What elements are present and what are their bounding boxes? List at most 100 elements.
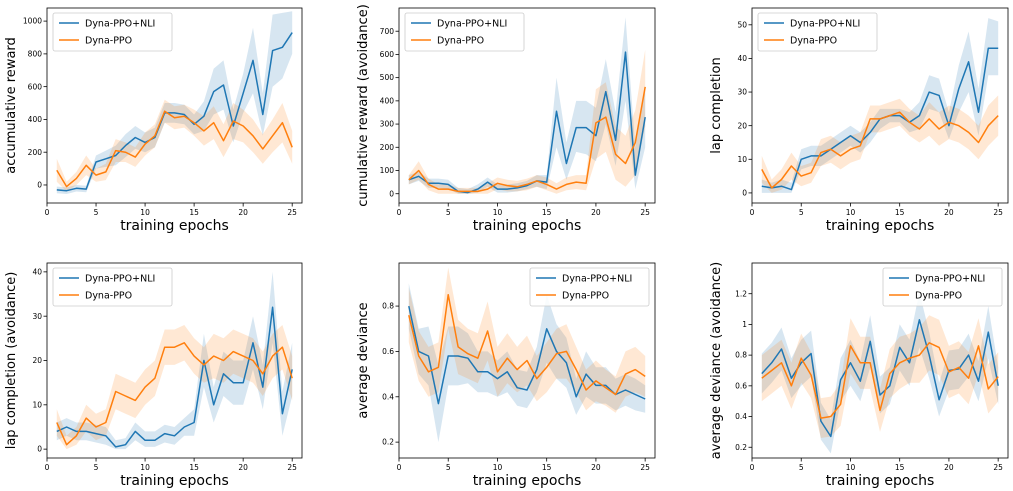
series-band-1	[56, 271, 293, 450]
y-tick-label: 0.4	[382, 392, 394, 401]
chart-panel-2: 0 5 10 15 20 25 0 100 200 300 400 500 600 700 training…	[356, 4, 656, 234]
y-tick-label: 10	[737, 155, 747, 164]
y-tick-label: 400	[28, 115, 43, 124]
legend-box	[529, 267, 650, 307]
series-line-2	[56, 110, 293, 188]
chart-panel-3: 0 5 10 15 20 25 0 10 20 30 40 50 training epochs lap …	[709, 7, 1009, 234]
y-tick-label: 500	[380, 73, 395, 82]
series-band-1	[761, 292, 999, 454]
x-tick-label: 25	[287, 208, 297, 217]
x-axis-label: training epochs	[120, 218, 229, 234]
chart-panel-6: 0 5 10 15 20 25 0.2 0.4 0.6 0.8 1 1.2 training epoch…	[709, 262, 1009, 489]
x-tick-label: 10	[140, 208, 150, 217]
y-tick-label: 600	[380, 50, 395, 59]
legend-label-1: Dyna-PPO+NLI	[85, 274, 155, 285]
x-tick-label: 20	[591, 208, 601, 217]
series-band-1	[408, 17, 646, 194]
chart-panel-4: 0 5 10 15 20 25 0 10 20 30 40 training epochs lap co…	[4, 262, 303, 489]
axes-frame	[751, 7, 1009, 204]
legend-label-2: Dyna-PPO	[562, 291, 609, 302]
y-tick-label: 0	[742, 189, 747, 198]
axes-frame	[398, 7, 656, 204]
legend-label-2: Dyna-PPO	[915, 291, 962, 302]
y-tick-label: 0.8	[735, 351, 747, 360]
x-tick-label: 10	[846, 463, 856, 472]
legend-box	[404, 12, 525, 52]
legend-label-2: Dyna-PPO	[437, 36, 484, 47]
legend-box	[52, 267, 173, 307]
x-axis-label: training epochs	[120, 473, 229, 489]
y-tick-label: 0.2	[382, 438, 394, 447]
x-tick-label: 20	[944, 463, 954, 472]
series-line-2	[56, 342, 293, 446]
y-axis-label: cumulative reward (avoidance)	[356, 4, 371, 207]
x-tick-label: 0	[397, 208, 402, 217]
x-tick-label: 20	[238, 208, 248, 217]
series-line-1	[408, 305, 646, 405]
y-axis-label: lap completion	[709, 57, 724, 154]
x-tick-label: 5	[799, 208, 804, 217]
x-tick-label: 0	[45, 463, 50, 472]
series-line-2	[761, 111, 999, 189]
x-axis-label: training epochs	[826, 218, 935, 234]
y-tick-label: 0.2	[735, 443, 747, 452]
series-band-2	[408, 267, 646, 413]
y-tick-label: 40	[32, 267, 42, 276]
legend: Dyna-PPO+NLI Dyna-PPO	[882, 267, 1003, 307]
series-band-1	[56, 11, 293, 194]
x-tick-label: 20	[944, 208, 954, 217]
y-tick-label: 1.2	[735, 289, 747, 298]
legend: Dyna-PPO+NLI Dyna-PPO	[757, 12, 878, 52]
y-tick-label: 20	[737, 121, 747, 130]
y-tick-label: 200	[28, 148, 43, 157]
legend-label-1: Dyna-PPO+NLI	[437, 19, 507, 30]
x-axis-label: training epochs	[473, 473, 582, 489]
y-axis-label: accumulative reward	[4, 37, 19, 174]
legend-label-1: Dyna-PPO+NLI	[562, 274, 632, 285]
series-line-2	[761, 342, 999, 419]
y-tick-label: 400	[380, 96, 395, 105]
y-tick-label: 40	[737, 54, 747, 63]
y-tick-label: 0	[389, 189, 394, 198]
x-tick-label: 5	[94, 208, 99, 217]
y-tick-label: 0	[37, 181, 42, 190]
series-band-2	[761, 95, 999, 193]
chart-panel-5: 0 5 10 15 20 25 0.2 0.4 0.6 0.8 training epochs ave…	[356, 262, 656, 489]
legend-label-1: Dyna-PPO+NLI	[85, 19, 155, 30]
x-tick-label: 15	[542, 208, 552, 217]
y-axis-label: average deviance	[356, 302, 371, 418]
x-tick-label: 15	[189, 208, 199, 217]
x-tick-label: 5	[94, 463, 99, 472]
y-tick-label: 0.6	[382, 347, 394, 356]
x-tick-label: 25	[640, 463, 650, 472]
x-tick-label: 0	[750, 208, 755, 217]
x-axis-label: training epochs	[473, 218, 582, 234]
x-tick-label: 25	[287, 463, 297, 472]
axes-frame	[398, 262, 656, 459]
x-tick-label: 15	[542, 463, 552, 472]
legend: Dyna-PPO+NLI Dyna-PPO	[529, 267, 650, 307]
axes-frame	[46, 7, 303, 204]
x-tick-label: 5	[799, 463, 804, 472]
legend-box	[882, 267, 1003, 307]
series-band-2	[761, 315, 999, 438]
series-band-1	[761, 18, 999, 193]
y-tick-label: 1000	[23, 17, 42, 26]
x-tick-label: 0	[45, 208, 50, 217]
axes-frame	[751, 262, 1009, 459]
series-line-1	[56, 306, 293, 448]
x-tick-label: 5	[446, 208, 451, 217]
legend-label-1: Dyna-PPO+NLI	[915, 274, 985, 285]
y-tick-label: 200	[380, 143, 395, 152]
x-tick-label: 0	[397, 463, 402, 472]
y-tick-label: 30	[32, 312, 42, 321]
y-tick-label: 50	[737, 20, 747, 29]
legend-box	[52, 12, 173, 52]
y-tick-label: 0.8	[382, 302, 394, 311]
y-tick-label: 0	[37, 445, 42, 454]
x-tick-label: 10	[493, 208, 503, 217]
x-tick-label: 10	[140, 463, 150, 472]
y-tick-label: 1	[742, 320, 747, 329]
x-tick-label: 25	[993, 463, 1003, 472]
x-tick-label: 25	[640, 208, 650, 217]
